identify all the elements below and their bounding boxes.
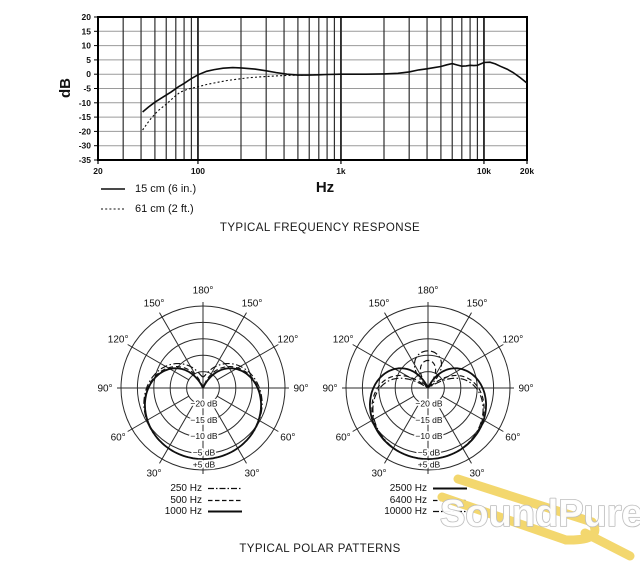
legend-line-sample [208,499,242,502]
polar-angle-label: 30° [371,468,386,479]
polar-db-label: −20 dB [415,398,443,408]
polar-angle-label: 60° [111,433,126,444]
fr-y-axis-title: dB [57,78,74,98]
legend-row: 2500 Hz [363,483,468,495]
fr-y-tick-label: 10 [82,41,92,51]
polar-angle-label: 120° [333,335,354,346]
polar-angle-label: 90° [293,384,308,395]
polar-db-label: −10 dB [415,431,443,441]
polar-angle-label: 60° [336,433,351,444]
polar-db-label: −15 dB [190,415,218,425]
legend-label: 15 cm (6 in.) [135,183,197,195]
polar-outer-db-label: +5 dB [193,459,216,469]
legend-row: 1000 Hz [138,506,243,518]
fr-y-tick-label: 20 [82,12,92,22]
legend-row: 10000 Hz [363,506,468,518]
polar-db-label: −5 dB [193,448,216,458]
legend-line-sample [208,510,242,513]
legend-label: 6400 Hz [389,494,427,506]
legend-label: 250 Hz [170,483,202,495]
polar-db-label: −10 dB [190,431,218,441]
legend-row: 15 cm (6 in.) [100,179,196,199]
polar-db-label: −5 dB [418,448,441,458]
polar-angle-label: 30° [244,468,259,479]
legend-row: 61 cm (2 ft.) [100,199,196,219]
polar-grid [117,302,289,474]
legend-line-sample [208,488,242,490]
fr-y-tick-label: 15 [82,26,92,36]
polar-angle-label: 150° [242,299,263,310]
legend-label: 500 Hz [170,494,202,506]
fr-gridlines [94,16,528,164]
legend-row: 250 Hz [138,483,243,495]
polar-pattern-right: 180° 150° 150° 120° 120° 90° 90° 60° 60° 30° 30° −2… [322,286,533,480]
polar-curves [143,363,263,461]
fr-x-tick-label: 1k [336,166,346,176]
polar-labels: 180° 150° 150° 120° 120° 90° 90° 60° 60° 30° 30° −2… [322,286,533,480]
polar-db-label: −20 dB [190,398,218,408]
polar-angle-label: 60° [505,433,520,444]
legend-line-sample [101,208,125,210]
polar-angle-label: 180° [193,286,214,297]
fr-y-tick-label: 5 [86,55,91,65]
fr-x-tick-label: 10k [477,166,491,176]
fr-y-tick-label: -15 [79,112,92,122]
fr-y-tick-label: 0 [86,69,91,79]
legend-label: 61 cm (2 ft.) [135,203,194,215]
polar-angle-label: 90° [97,384,112,395]
polar-outer-db-label: +5 dB [418,459,441,469]
polar-labels: 180° 150° 150° 120° 120° 90° 90° 60° 60° 30° 30° −2… [97,286,308,480]
polar-angle-label: 150° [467,299,488,310]
fr-y-tick-label: -20 [79,126,92,136]
legend-line-sample [433,487,467,490]
legend-line-sample [433,511,467,513]
tuning-fork-icon [437,474,635,561]
polar-grid [342,302,514,474]
fr-x-tick-label: 100 [191,166,205,176]
fr-curve [142,74,319,131]
polar-patterns-title: TYPICAL POLAR PATTERNS [239,543,401,555]
watermark-text: SoundPure [440,493,640,535]
legend-line-sample [101,188,125,190]
polar-db-label: −15 dB [415,415,443,425]
legend-label: 10000 Hz [384,506,427,518]
polar-angle-label: 150° [369,299,390,310]
fr-curves [142,61,528,131]
fr-x-tick-label: 20 [93,166,103,176]
polar-legend-left: 250 Hz 500 Hz 1000 Hz [138,483,243,518]
polar-angle-label: 90° [518,384,533,395]
fr-x-axis-title: Hz [316,179,334,196]
soundpure-watermark: SoundPure [437,474,640,561]
fr-curve [142,61,528,113]
fr-y-tick-label: -10 [79,98,92,108]
polar-curves [368,350,488,461]
polar-angle-label: 30° [146,468,161,479]
polar-legend-right: 2500 Hz 6400 Hz 10000 Hz [363,483,468,518]
polar-pattern-left: 180° 150° 150° 120° 120° 90° 90° 60° 60° 30° 30° −2… [97,286,308,480]
polar-angle-label: 30° [469,468,484,479]
fr-y-tick-label: -5 [83,84,91,94]
fr-y-tick-label: -35 [79,155,92,165]
frequency-response-title: TYPICAL FREQUENCY RESPONSE [219,222,421,234]
polar-angle-label: 120° [278,335,299,346]
polar-curve [372,350,484,460]
legend-label: 2500 Hz [389,483,427,495]
fr-x-tick-label: 20k [520,166,534,176]
frequency-response-legend: 15 cm (6 in.) 61 cm (2 ft.) [100,179,196,219]
polar-angle-label: 60° [280,433,295,444]
legend-row: 500 Hz [138,495,243,507]
polar-angle-label: 180° [418,286,439,297]
polar-angle-label: 120° [503,335,524,346]
fr-y-tick-label: -30 [79,141,92,151]
polar-curve [143,367,263,461]
legend-label: 1000 Hz [164,506,202,518]
polar-angle-label: 90° [322,384,337,395]
polar-angle-label: 120° [108,335,129,346]
polar-angle-label: 150° [144,299,165,310]
